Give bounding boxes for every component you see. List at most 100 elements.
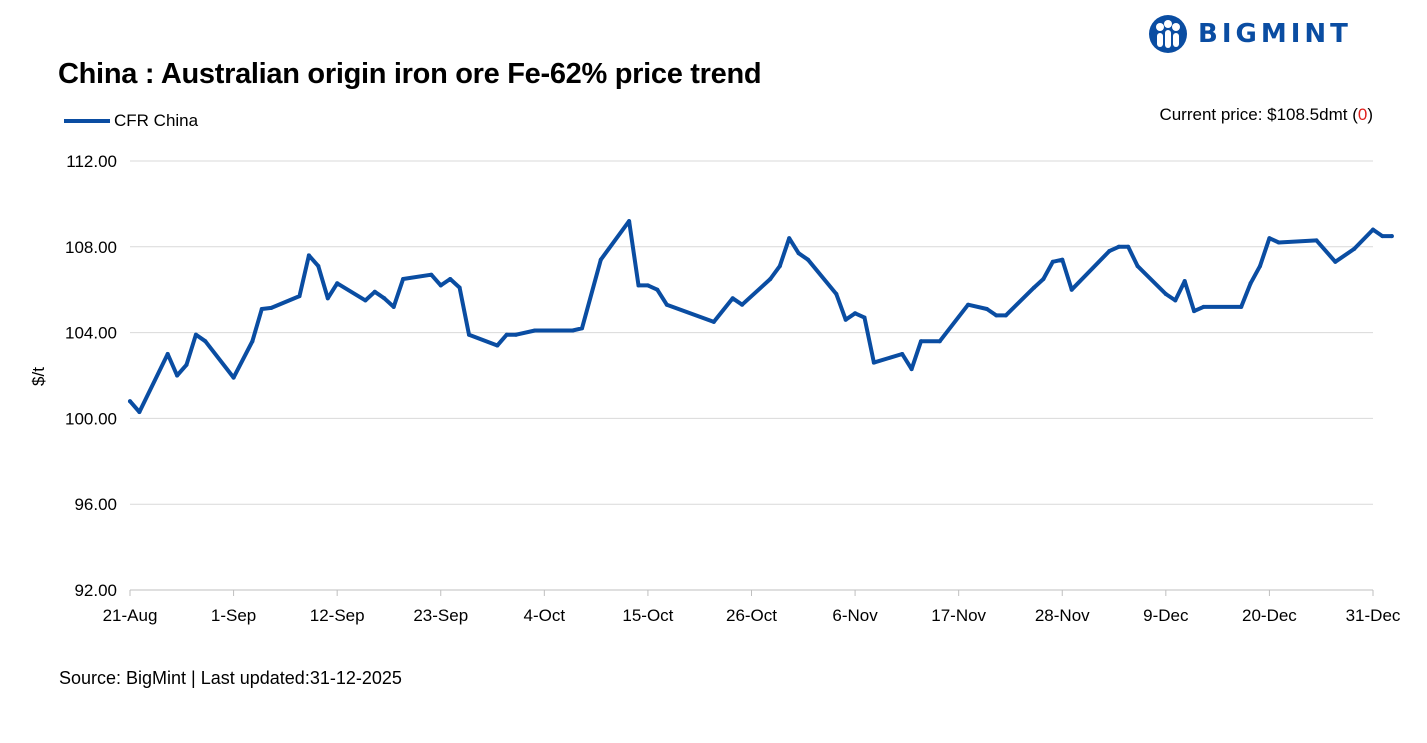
- data-point: [1389, 234, 1394, 239]
- bigmint-people-logo-icon: [1149, 15, 1187, 53]
- series-layer: [128, 219, 1394, 414]
- data-point: [768, 277, 773, 281]
- data-point: [193, 332, 198, 337]
- data-point: [1069, 287, 1074, 292]
- x-tick-label: 12-Sep: [310, 606, 365, 625]
- data-point: [843, 317, 848, 322]
- data-point: [834, 292, 839, 296]
- data-point: [900, 352, 905, 356]
- data-point: [1352, 246, 1357, 251]
- data-point: [137, 410, 142, 414]
- data-point: [316, 264, 321, 269]
- data-point: [401, 277, 406, 281]
- data-point: [1041, 277, 1046, 281]
- data-point: [1003, 313, 1008, 318]
- data-point: [495, 343, 500, 348]
- data-point: [806, 257, 810, 262]
- brand-logo: BIGMINT: [1148, 12, 1352, 56]
- data-point: [165, 352, 170, 356]
- data-point: [1050, 259, 1055, 264]
- y-axis-ticks: 112.00 108.00 104.00 100.00 96.00 92.00: [65, 152, 117, 600]
- y-tick-label: 108.00: [65, 238, 117, 257]
- x-tick-label: 23-Sep: [413, 606, 468, 625]
- current-price-label: Current price: $108.5dmt (: [1159, 105, 1358, 124]
- data-point: [504, 332, 509, 337]
- data-point: [1135, 264, 1140, 269]
- y-axis-label: $/t: [29, 367, 48, 386]
- data-point: [655, 287, 660, 292]
- x-tick-label: 17-Nov: [931, 606, 986, 625]
- data-point: [777, 264, 782, 269]
- data-point: [862, 315, 867, 320]
- current-price: Current price: $108.5dmt (0): [1159, 105, 1373, 125]
- data-point: [532, 328, 537, 333]
- source-note: Source: BigMint | Last updated:31-12-202…: [59, 668, 402, 688]
- data-point: [306, 253, 311, 258]
- data-point: [184, 362, 189, 367]
- x-tick-label: 4-Oct: [524, 606, 566, 625]
- data-point: [580, 326, 584, 331]
- data-point: [203, 339, 208, 344]
- data-point: [438, 283, 443, 288]
- data-point: [514, 332, 519, 337]
- x-tick-label: 31-Dec: [1346, 606, 1401, 625]
- data-point: [1173, 298, 1178, 303]
- brand-name: BIGMINT: [1198, 19, 1352, 49]
- data-point: [1276, 240, 1281, 245]
- data-point: [1060, 257, 1065, 262]
- data-point: [570, 328, 575, 333]
- data-point: [730, 296, 735, 301]
- x-tick-label: 9-Dec: [1143, 606, 1189, 625]
- data-point: [994, 313, 999, 318]
- data-point: [1380, 234, 1385, 239]
- data-point: [269, 305, 274, 310]
- current-price-change: 0: [1357, 105, 1368, 124]
- data-point: [297, 294, 302, 299]
- x-tick-label: 15-Oct: [622, 606, 673, 625]
- data-point: [1116, 244, 1121, 249]
- chart-legend: CFR China: [64, 111, 198, 131]
- data-point: [937, 339, 942, 344]
- y-tick-label: 92.00: [74, 581, 117, 600]
- data-point: [1239, 304, 1244, 309]
- data-point: [966, 302, 971, 307]
- data-point: [259, 307, 264, 311]
- data-point: [1333, 259, 1338, 264]
- data-point: [1107, 249, 1112, 254]
- y-tick-label: 100.00: [65, 409, 117, 428]
- data-point: [1126, 244, 1131, 249]
- x-axis: 21-Aug 1-Sep 12-Sep 23-Sep 4-Oct 15-Oct 26-Oct…: [103, 589, 1401, 625]
- data-point: [467, 332, 471, 337]
- current-price-close: ): [1367, 105, 1373, 124]
- x-tick-label: 28-Nov: [1035, 606, 1090, 625]
- data-point: [711, 319, 716, 324]
- x-tick-label: 26-Oct: [726, 606, 777, 625]
- data-point: [1371, 227, 1375, 232]
- data-point: [796, 251, 801, 256]
- x-tick-label: 21-Aug: [103, 606, 158, 625]
- data-point: [372, 289, 377, 294]
- data-point: [919, 339, 923, 344]
- data-point: [598, 257, 603, 262]
- data-point: [1248, 281, 1253, 286]
- data-point: [335, 281, 340, 286]
- data-point: [627, 219, 632, 224]
- data-point: [909, 367, 914, 372]
- data-point: [664, 302, 669, 307]
- data-point: [1201, 304, 1206, 309]
- data-point: [363, 298, 368, 303]
- data-point: [429, 272, 434, 277]
- gridlines: [130, 160, 1373, 505]
- x-tick-label: 6-Nov: [832, 606, 878, 625]
- legend-label: CFR China: [114, 111, 199, 130]
- data-point: [1163, 292, 1168, 296]
- x-tick-label: 20-Dec: [1242, 606, 1297, 625]
- data-point: [250, 339, 255, 344]
- data-point: [448, 277, 453, 281]
- data-point: [984, 307, 989, 311]
- data-point: [740, 302, 745, 307]
- data-point: [391, 304, 396, 309]
- data-point: [853, 311, 858, 316]
- y-tick-label: 112.00: [66, 152, 117, 171]
